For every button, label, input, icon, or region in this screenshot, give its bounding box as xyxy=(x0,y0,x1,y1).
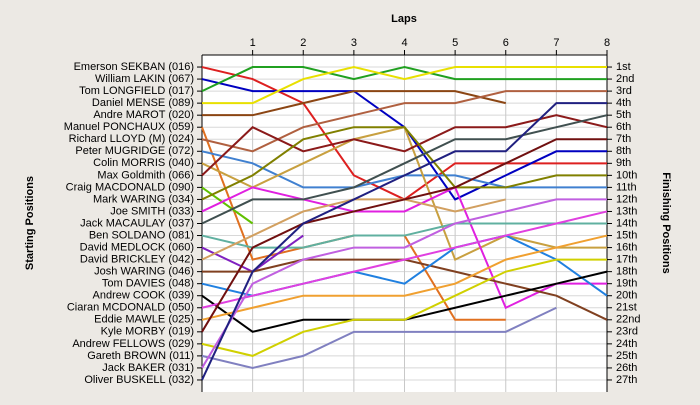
series-line xyxy=(201,258,607,357)
x-tick-label: 6 xyxy=(503,37,509,49)
x-tick-label: 5 xyxy=(452,37,458,49)
series-line xyxy=(201,102,607,381)
x-tick-label: 4 xyxy=(401,37,407,49)
y2-tick-label: 6th xyxy=(616,121,631,133)
series-label: Joe SMITH (033) xyxy=(110,205,194,217)
series-label: Ben SOLDANO (081) xyxy=(89,229,194,241)
x-tick-label: 7 xyxy=(553,37,559,49)
series-line xyxy=(201,198,607,369)
series-label: Peter MUGRIDGE (072) xyxy=(75,145,194,157)
y2-tick-label: 14th xyxy=(616,217,637,229)
series-label: Jack BAKER (031) xyxy=(102,362,194,374)
chart-title: Laps xyxy=(391,13,417,25)
series-label: Emerson SEKBAN (016) xyxy=(74,61,194,73)
series-label: Eddie MAWLE (025) xyxy=(94,314,194,326)
y2-tick-label: 9th xyxy=(616,157,631,169)
y2-tick-label: 24th xyxy=(616,338,637,350)
series-label: Kyle MORBY (019) xyxy=(101,326,194,338)
series-line xyxy=(201,114,608,225)
y2-axis-label: Finishing Positions xyxy=(660,172,672,273)
y2-tick-label: 10th xyxy=(616,169,637,181)
y2-tick-label: 17th xyxy=(616,254,637,266)
series-label: Oliver BUSKELL (032) xyxy=(84,374,194,386)
x-tick-label: 8 xyxy=(604,37,610,49)
series-label: Tom LONGFIELD (017) xyxy=(79,85,194,97)
series-label: Mark WARING (034) xyxy=(93,193,194,205)
y2-tick-label: 13th xyxy=(616,205,637,217)
series-label: William LAKIN (067) xyxy=(95,73,194,85)
y2-tick-label: 5th xyxy=(616,109,631,121)
y-axis-label: Starting Positions xyxy=(24,176,36,270)
series-line xyxy=(202,66,607,105)
y2-tick-label: 21st xyxy=(616,302,637,314)
y2-tick-label: 25th xyxy=(616,350,637,362)
series-label: David BRICKLEY (042) xyxy=(80,254,194,266)
series-line xyxy=(201,222,607,249)
series-label: Jack MACAULAY (037) xyxy=(80,217,194,229)
y2-tick-label: 15th xyxy=(616,229,637,241)
y2-tick-label: 20th xyxy=(616,290,637,302)
y2-tick-label: 27th xyxy=(616,374,637,386)
series-label: Andre MAROT (020) xyxy=(93,109,194,121)
series-label: Colin MORRIS (040) xyxy=(93,157,194,169)
series-line xyxy=(201,186,254,225)
series-line xyxy=(201,90,607,153)
series-label: Craig MACDONALD (090) xyxy=(66,181,194,193)
y2-tick-label: 3rd xyxy=(616,85,632,97)
series-label: Andrew FELLOWS (029) xyxy=(72,338,194,350)
series-line xyxy=(201,210,608,309)
y2-tick-label: 16th xyxy=(616,241,637,253)
series-line xyxy=(201,306,557,369)
x-tick-label: 3 xyxy=(351,37,357,49)
series-line xyxy=(201,234,608,321)
y2-tick-label: 1st xyxy=(616,61,631,73)
series-label: David MEDLOCK (060) xyxy=(80,241,194,253)
y2-tick-label: 26th xyxy=(616,362,637,374)
series-label: Daniel MENSE (089) xyxy=(92,97,194,109)
series-label: Josh WARING (046) xyxy=(94,266,194,278)
series-label: Gareth BROWN (011) xyxy=(87,350,194,362)
y2-tick-label: 12th xyxy=(616,193,637,205)
series-line xyxy=(201,138,607,333)
series-line xyxy=(202,90,506,117)
series-label: Manuel PONCHAUX (059) xyxy=(64,121,194,133)
series-label: Ciaran MCDONALD (050) xyxy=(67,302,194,314)
y2-tick-label: 11th xyxy=(616,181,637,193)
series-line xyxy=(201,66,607,93)
series-line xyxy=(201,126,607,201)
y2-tick-label: 22nd xyxy=(616,314,640,326)
x-tick-label: 1 xyxy=(250,37,256,49)
series-label: Max Goldmith (066) xyxy=(97,169,194,181)
x-tick-label: 2 xyxy=(300,37,306,49)
series-label: Tom DAVIES (048) xyxy=(102,278,194,290)
series-label: Richard LLOYD (M) (024) xyxy=(69,133,194,145)
y2-tick-label: 18th xyxy=(616,266,637,278)
y2-tick-label: 23rd xyxy=(616,326,638,338)
y2-tick-label: 8th xyxy=(616,145,631,157)
y2-tick-label: 19th xyxy=(616,278,637,290)
y2-tick-label: 4th xyxy=(616,97,631,109)
y2-tick-label: 2nd xyxy=(616,73,634,85)
series-label: Andrew COOK (039) xyxy=(93,290,194,302)
y2-tick-label: 7th xyxy=(616,133,631,145)
